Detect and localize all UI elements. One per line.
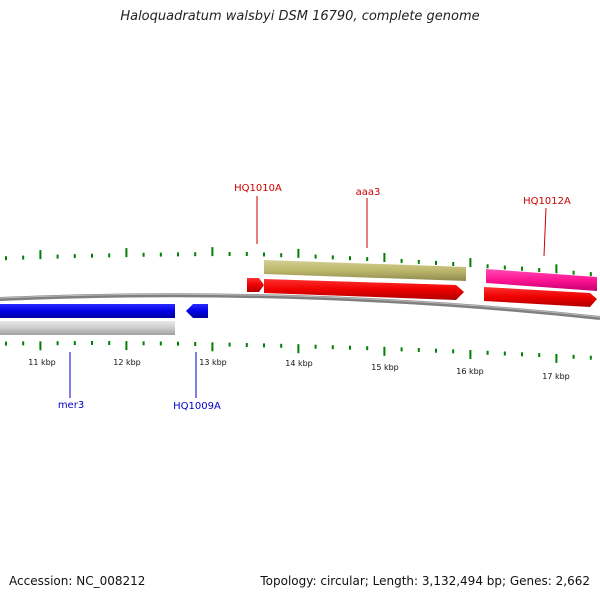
feature-hq1012a-track[interactable] bbox=[486, 269, 597, 291]
feature-mer3-arrow[interactable] bbox=[0, 304, 175, 318]
rna-track-grey bbox=[0, 321, 175, 335]
genome-backbone bbox=[0, 293, 600, 320]
scale-label-17kbp: 17 kbp bbox=[542, 372, 570, 381]
feature-red-arrow-right[interactable] bbox=[484, 287, 597, 307]
scale-label-14kbp: 14 kbp bbox=[285, 359, 313, 368]
leader-line-hq1012a bbox=[543, 207, 547, 257]
scale-label-15kbp: 15 kbp bbox=[371, 363, 399, 372]
feature-label-mer3: mer3 bbox=[58, 400, 84, 411]
scale-label-16kbp: 16 kbp bbox=[456, 367, 484, 376]
feature-label-aaa3: aaa3 bbox=[356, 187, 381, 198]
feature-aaa3-arrow[interactable] bbox=[264, 279, 464, 300]
accession-text: Accession: NC_008212 bbox=[9, 574, 146, 588]
scale-label-12kbp: 12 kbp bbox=[113, 358, 141, 367]
feature-label-hq1009a: HQ1009A bbox=[173, 401, 221, 412]
feature-hq1010a-arrow[interactable] bbox=[247, 278, 264, 292]
map-title: Haloquadratum walsbyi DSM 16790, complet… bbox=[120, 9, 480, 24]
scale-label-11kbp: 11 kbp bbox=[28, 358, 56, 367]
tick-marks-bottom bbox=[5, 341, 592, 363]
feature-label-hq1010a: HQ1010A bbox=[234, 183, 282, 194]
tick-marks-top bbox=[5, 247, 592, 277]
genome-backbone-highlight bbox=[0, 293, 600, 318]
feature-label-hq1012a: HQ1012A bbox=[523, 196, 571, 207]
genome-stats-text: Topology: circular; Length: 3,132,494 bp… bbox=[260, 574, 590, 588]
scale-label-13kbp: 13 kbp bbox=[199, 358, 227, 367]
feature-hq1009a-arrow[interactable] bbox=[186, 304, 208, 318]
rna-track-khaki bbox=[264, 260, 466, 281]
